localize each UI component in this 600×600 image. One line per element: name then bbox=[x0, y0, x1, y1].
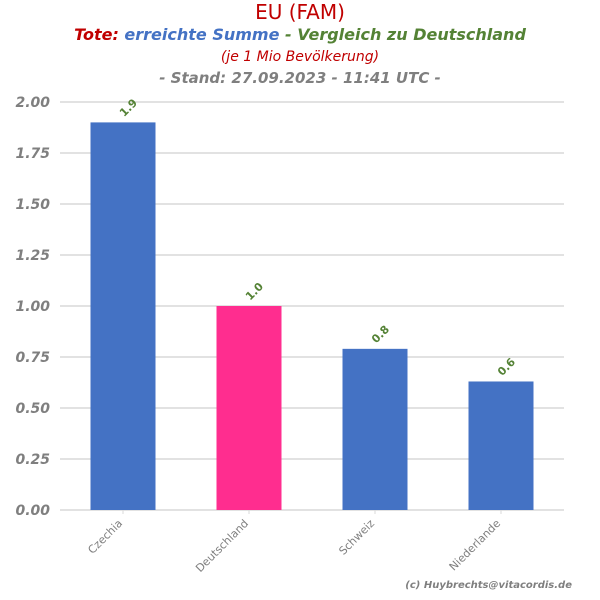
bar bbox=[468, 381, 534, 510]
x-tick-label: Deutschland bbox=[193, 517, 251, 575]
bar bbox=[216, 306, 282, 510]
y-tick-label: 0.00 bbox=[15, 503, 50, 519]
data-label: 1.9 bbox=[117, 96, 140, 119]
chart-subtitle-unit: (je 1 Mio Bevölkerung) bbox=[220, 49, 380, 65]
subtitle-suffix: - Vergleich zu Deutschland bbox=[285, 25, 526, 44]
bar bbox=[342, 348, 408, 510]
chart-subtitle: Tote: erreichte Summe - Vergleich zu Deu… bbox=[0, 24, 600, 46]
chart-title: EU (FAM) bbox=[255, 0, 345, 24]
y-tick-label: 1.00 bbox=[15, 299, 50, 315]
y-tick-label: 1.25 bbox=[15, 248, 50, 264]
subtitle-mid: erreichte Summe bbox=[124, 25, 280, 44]
y-tick-label: 1.75 bbox=[15, 146, 50, 162]
bar bbox=[90, 122, 156, 511]
y-tick-label: 0.50 bbox=[15, 401, 50, 417]
data-label: 1.0 bbox=[243, 280, 266, 303]
data-label: 0.6 bbox=[495, 355, 518, 378]
y-tick-label: 0.75 bbox=[15, 350, 50, 366]
y-tick-label: 0.25 bbox=[15, 452, 50, 468]
credit-text: (c) Huybrechts@vitacordis.de bbox=[405, 580, 572, 591]
subtitle-prefix: Tote: bbox=[74, 25, 119, 44]
y-tick-label: 1.50 bbox=[15, 197, 50, 213]
data-label: 0.8 bbox=[369, 323, 392, 346]
y-tick-label: 2.00 bbox=[15, 95, 50, 111]
x-tick-label: Niederlande bbox=[447, 517, 504, 574]
chart-timestamp: - Stand: 27.09.2023 - 11:41 UTC - bbox=[159, 69, 441, 87]
x-tick-label: Schweiz bbox=[336, 517, 377, 558]
x-tick-label: Czechia bbox=[85, 517, 125, 557]
